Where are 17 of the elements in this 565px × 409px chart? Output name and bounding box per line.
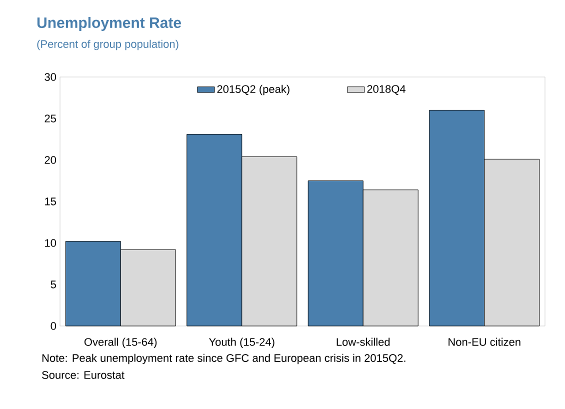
y-tick-label: 15 (45, 198, 56, 206)
legend-label: 2018Q4 (367, 85, 406, 95)
x-tick-label: Youth (15-24) (208, 338, 274, 348)
x-tick-label: Overall (15-64) (84, 338, 157, 348)
y-tick-label: 5 (50, 280, 56, 288)
chart-title: Unemployment Rate (37, 17, 182, 31)
x-tick-label: Non-EU citizen (448, 338, 520, 346)
text: Note: Peak unemployment rate since GFC and European crisis in 2015Q2. (42, 354, 406, 364)
x-tick-label: Low-skilled (336, 338, 390, 346)
source-note: Source: Eurostat (42, 371, 124, 379)
y-tick-label: 30 (44, 73, 56, 81)
y-tick-label: 0 (50, 322, 56, 330)
chart-subtitle: (Percent of group population) (37, 40, 178, 50)
y-tick-label: 25 (44, 114, 56, 122)
y-tick-label: 10 (45, 239, 56, 247)
legend-label: 2015Q2 (peak) (217, 84, 290, 96)
y-tick-label: 20 (44, 156, 56, 164)
